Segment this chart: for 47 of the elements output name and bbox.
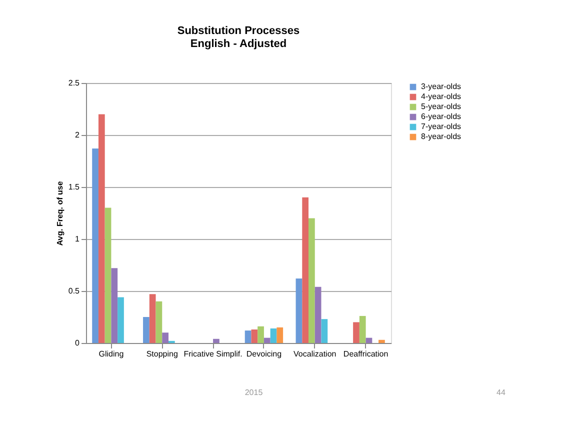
x-tick-label: Stopping: [146, 350, 178, 358]
bar: [143, 317, 150, 343]
legend-label: 5-year-olds: [421, 102, 462, 111]
legend-label: 8-year-olds: [421, 132, 462, 141]
bar: [92, 148, 98, 343]
legend-label: 6-year-olds: [421, 112, 462, 121]
x-tick-label: Deaffrication: [343, 350, 388, 358]
legend-label: 4-year-olds: [421, 92, 462, 101]
bar: [111, 268, 118, 343]
bar: [264, 338, 270, 343]
bar: [258, 326, 264, 343]
bar: [366, 338, 372, 343]
y-tick-label: 2.5: [68, 78, 80, 88]
bar: [378, 340, 385, 343]
bar: [308, 218, 315, 343]
bar: [302, 197, 309, 343]
chart-title: Substitution Processes English - Adjusted: [177, 25, 300, 50]
legend-label: 7-year-olds: [421, 122, 462, 131]
y-tick-label: 0: [75, 338, 80, 348]
bar: [162, 332, 168, 343]
bar: [104, 208, 112, 343]
bar: [118, 297, 124, 343]
bar: [149, 294, 156, 343]
bar: [321, 319, 328, 343]
x-tick-label: Vocalization: [294, 350, 336, 358]
bar: [314, 286, 322, 343]
bar: [251, 329, 258, 343]
legend-label: 3-year-olds: [421, 82, 462, 91]
text: 44: [496, 388, 506, 397]
y-tick-label: 2: [75, 130, 80, 140]
bar: [244, 330, 252, 343]
x-tick-label: Devoicing: [246, 350, 282, 358]
bar: [156, 301, 162, 343]
bar: [296, 278, 302, 343]
x-tick-label: Gliding: [98, 350, 124, 358]
bar: [213, 338, 220, 343]
text: 2015: [244, 388, 264, 397]
bar: [353, 322, 360, 343]
y-axis-title: Avg. Freq. of use: [55, 180, 64, 246]
bar: [276, 327, 284, 343]
bar: [98, 114, 105, 343]
y-tick-label: 1.5: [68, 182, 80, 192]
y-tick-label: 1: [75, 234, 80, 244]
y-tick-label: 0.5: [68, 286, 80, 296]
x-tick-label: Fricative Simplif.: [184, 350, 242, 358]
bar: [270, 328, 277, 343]
bar: [359, 316, 366, 343]
